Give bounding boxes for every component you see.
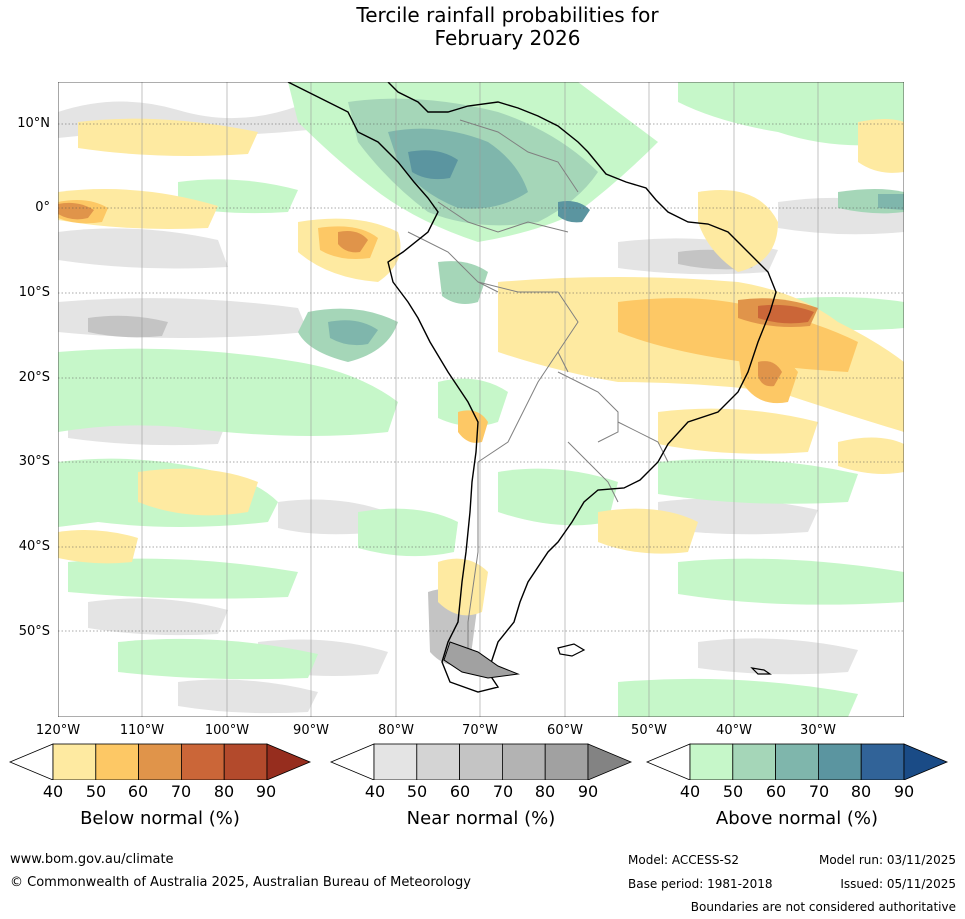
lat-label-50s: 50°S [18,624,50,639]
title-line-2: February 2026 [434,26,581,50]
falkland-islands [557,643,586,657]
colorbar-above-normal [645,743,949,780]
above-normal-70 [408,150,590,223]
lon-label-30w: 30°W [800,723,836,738]
above-normal-title: Above normal (%) [715,808,879,829]
lon-label-90w: 90°W [293,723,329,738]
below-normal-70 [758,304,814,324]
near-colorbar-bin-3 [501,743,546,780]
above-tick-80: 80 [850,782,872,801]
below-tick-40: 40 [42,782,64,801]
lat-label-30s: 30°S [18,454,50,469]
lon-label-70w: 70°W [462,723,498,738]
country-borders [407,119,669,672]
footer-copyright: © Commonwealth of Australia 2025, Austra… [10,875,471,890]
colorbar-near-normal [329,743,633,780]
near-colorbar-bin-1 [416,743,460,780]
below-tick-90: 90 [255,782,277,801]
south-america-coastline [287,82,777,693]
above-colorbar-bin-3 [818,743,862,780]
below-colorbar-low-extension [8,743,54,780]
title-line-1: Tercile rainfall probabilities for [356,3,659,27]
above-tick-60: 60 [765,782,787,801]
near-tick-70: 70 [492,782,514,801]
lon-label-80w: 80°W [378,723,414,738]
above-tick-40: 40 [679,782,701,801]
near-normal-title: Near normal (%) [406,808,556,829]
below-tick-80: 80 [213,782,235,801]
below-normal-title: Below normal (%) [80,808,240,829]
below-colorbar-bin-4 [223,743,268,780]
below-tick-60: 60 [127,782,149,801]
colorbar-below-normal [8,743,312,780]
lon-label-50w: 50°W [631,723,667,738]
above-colorbar-high-extension [903,743,949,780]
below-colorbar-bin-0 [52,743,97,780]
lat-label-20s: 20°S [18,370,50,385]
below-tick-70: 70 [170,782,192,801]
lon-label-60w: 60°W [547,723,583,738]
below-colorbar-high-extension [266,743,312,780]
footer-model-run: Model run: 03/11/2025 [818,853,956,867]
colorbars [8,743,949,780]
footer-model: Model: ACCESS-S2 [628,853,740,867]
tierra-del-fuego [443,641,520,679]
above-colorbar-bin-4 [860,743,905,780]
near-tick-90: 90 [577,782,599,801]
below-colorbar-bin-2 [138,743,182,780]
lon-label-120w: 120°W [35,723,81,738]
map-svg [58,82,904,717]
above-tick-70: 70 [808,782,830,801]
lat-label-10n: 10°N [17,116,50,131]
lon-label-110w: 110°W [119,723,165,738]
footer-disclaimer: Boundaries are not considered authoritat… [690,900,956,914]
lat-label-10s: 10°S [18,285,50,300]
lon-label-100w: 100°W [204,723,250,738]
lat-label-0: 0° [35,200,50,215]
footer-url: www.bom.gov.au/climate [10,852,174,867]
footer-issued: Issued: 05/11/2025 [840,877,956,891]
near-tick-50: 50 [406,782,428,801]
above-colorbar-bin-0 [689,743,734,780]
above-colorbar-low-extension [645,743,691,780]
below-colorbar-bin-1 [95,743,140,780]
below-tick-50: 50 [85,782,107,801]
near-colorbar-bin-2 [459,743,503,780]
map-panel [58,82,904,717]
below-normal-50 [58,200,858,443]
below-colorbar-bin-3 [180,743,225,780]
above-tick-50: 50 [722,782,744,801]
near-tick-80: 80 [534,782,556,801]
graticule [58,123,904,632]
chart-title: Tercile rainfall probabilities for Febru… [0,4,965,50]
above-colorbar-bin-1 [732,743,776,780]
near-colorbar-low-extension [329,743,375,780]
footer-base-period: Base period: 1981-2018 [628,877,773,891]
meridians [58,82,819,717]
near-tick-60: 60 [449,782,471,801]
above-normal-60 [328,128,904,346]
lon-label-40w: 40°W [716,723,752,738]
lat-label-40s: 40°S [18,539,50,554]
south-georgia [750,667,772,675]
near-colorbar-bin-4 [544,743,589,780]
near-colorbar-bin-0 [373,743,418,780]
near-colorbar-high-extension [587,743,633,780]
near-tick-40: 40 [364,782,386,801]
above-tick-90: 90 [893,782,915,801]
above-colorbar-bin-2 [775,743,819,780]
